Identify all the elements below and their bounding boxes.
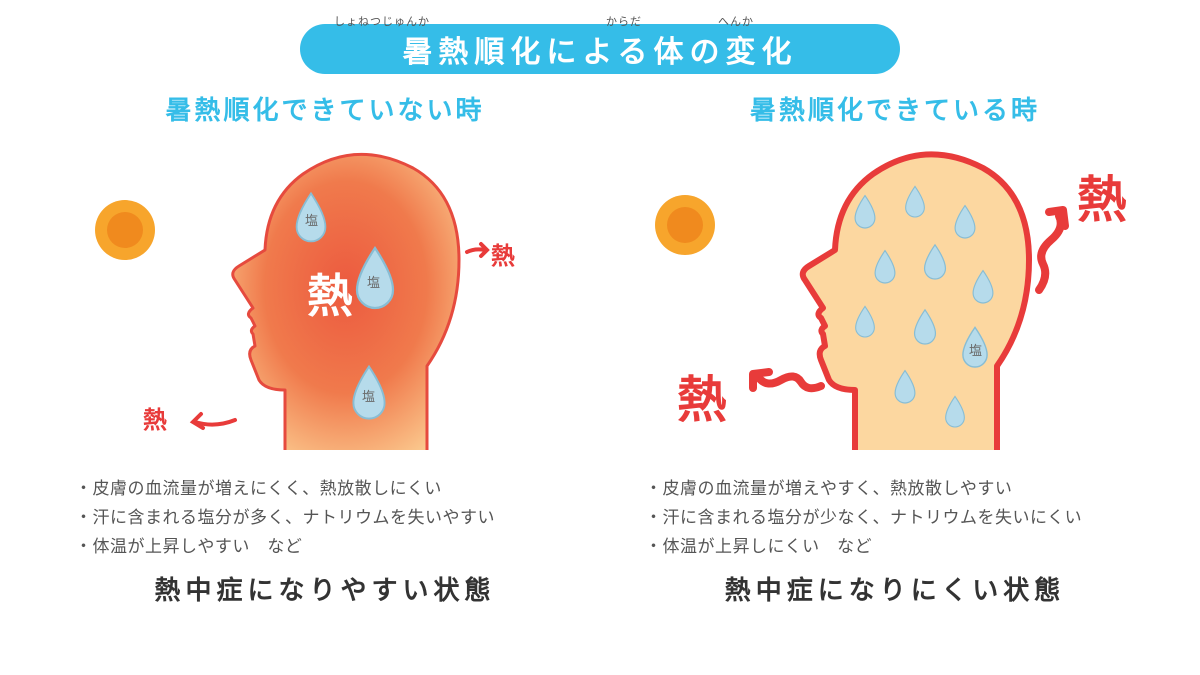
left-conclusion: 熱中症になりやすい状態	[154, 570, 495, 607]
heat-big-right: 熱	[1077, 160, 1127, 232]
salt-label: 塩	[969, 340, 982, 359]
page-title: 暑熱順化による体の変化	[402, 27, 797, 71]
salt-label: 塩	[367, 272, 380, 291]
ruby-1: しょねつじゅんか	[334, 13, 430, 29]
left-subheading: 暑熱順化できていない時	[165, 90, 484, 127]
bullet: ・皮膚の血流量が増えにくく、熱放散しにくい	[75, 475, 595, 504]
ruby-3: へんか	[718, 13, 754, 29]
heat-big-left: 熱	[677, 360, 727, 432]
left-bullets: ・皮膚の血流量が増えにくく、熱放散しにくい ・汗に含まれる塩分が多く、ナトリウム…	[75, 475, 595, 562]
heat-center-label: 熱	[307, 260, 353, 326]
right-bullets: ・皮膚の血流量が増えやすく、熱放散しやすい ・汗に含まれる塩分が少なく、ナトリウ…	[645, 475, 1165, 562]
right-conclusion: 熱中症になりにくい状態	[725, 570, 1065, 607]
ruby-2: からだ	[606, 13, 642, 29]
heat-arrow-right-big	[1039, 210, 1065, 290]
bullet: ・皮膚の血流量が増えやすく、熱放散しやすい	[645, 475, 1165, 504]
panel-not-acclimatized: 暑熱順化できていない時	[55, 90, 595, 650]
heat-small-left: 熱	[143, 400, 167, 435]
salt-label: 塩	[362, 386, 375, 405]
heat-arrow-right-small	[467, 244, 487, 256]
salt-label: 塩	[305, 210, 318, 229]
heat-arrow-left-big	[753, 372, 821, 388]
heat-small-right: 熱	[491, 236, 515, 271]
bullet: ・汗に含まれる塩分が少なく、ナトリウムを失いにくい	[645, 504, 1165, 533]
title-banner: 暑熱順化による体の変化	[300, 24, 900, 74]
right-illustration: 塩 熱 熱	[625, 130, 1165, 460]
right-subheading: 暑熱順化できている時	[750, 90, 1040, 127]
bullet: ・体温が上昇しやすい など	[75, 533, 595, 562]
bullet: ・汗に含まれる塩分が多く、ナトリウムを失いやすい	[75, 504, 595, 533]
left-illustration: 熱 塩 塩 塩 熱 熱	[55, 130, 595, 460]
sun-icon	[655, 195, 715, 255]
heat-arrow-left-small	[193, 414, 235, 428]
bullet: ・体温が上昇しにくい など	[645, 533, 1165, 562]
sun-icon	[95, 200, 155, 260]
panel-acclimatized: 暑熱順化できている時	[625, 90, 1165, 650]
